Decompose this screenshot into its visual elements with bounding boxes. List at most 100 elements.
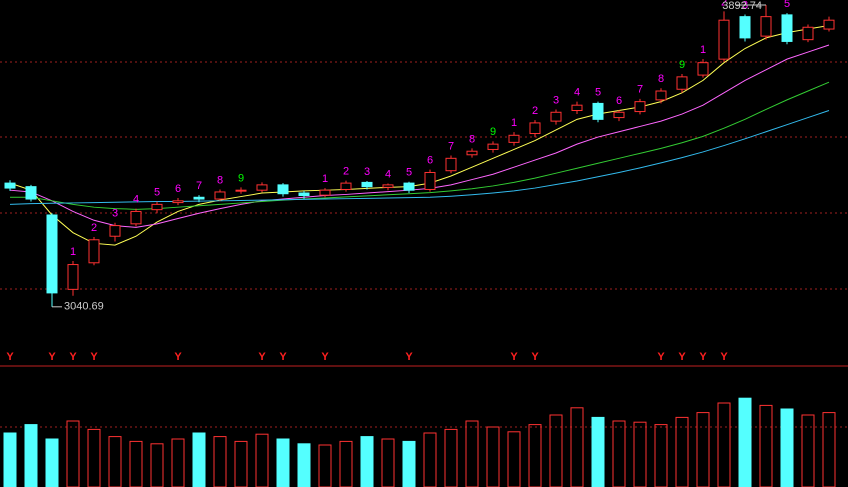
candle-body [256, 184, 268, 191]
volume-bar [360, 436, 374, 487]
candle-body [739, 16, 751, 39]
candle-body [403, 182, 415, 191]
volume-bar [171, 438, 185, 487]
volume-bar [318, 444, 332, 487]
candle-body [445, 157, 457, 172]
candle-body [697, 62, 709, 76]
volume-bar [696, 412, 710, 487]
volume-bar [255, 433, 269, 487]
td-count-label: 4 [574, 87, 580, 99]
volume-bar [465, 420, 479, 487]
volume-bar [3, 432, 17, 487]
candle-body [382, 184, 394, 188]
volume-bar [213, 436, 227, 487]
moving-average [9, 110, 830, 205]
volume-bar [549, 414, 563, 487]
candle-body [340, 182, 352, 190]
volume-bar [738, 397, 752, 487]
volume-bar [192, 432, 206, 487]
td-count-label: 9 [490, 126, 496, 138]
candle-body [361, 181, 373, 188]
volume-bar [633, 421, 647, 487]
moving-average [10, 81, 830, 210]
volume-bar [717, 402, 731, 487]
volume-bar [381, 438, 395, 487]
td-count-label: 3 [112, 208, 118, 220]
td-count-label: 2 [532, 105, 538, 117]
volume-bar [528, 424, 542, 487]
volume-bar [108, 436, 122, 487]
candle-body [760, 16, 772, 37]
candle-body [67, 264, 79, 290]
candle-body [151, 203, 163, 211]
td-count-label: 4 [385, 168, 391, 180]
candle-body [802, 26, 814, 41]
candle-body [214, 191, 226, 200]
volume-bar [66, 420, 80, 487]
signal-mark: Y [405, 351, 413, 363]
moving-average [9, 25, 830, 246]
td-count-label: 6 [616, 95, 622, 107]
td-count-label: 5 [406, 167, 412, 179]
td-count-label: 9 [238, 172, 244, 184]
td-count-label: 3 [742, 0, 748, 11]
td-count-label: 2 [721, 0, 727, 8]
candle-body [466, 150, 478, 156]
candle-body [634, 101, 646, 113]
td-count-label: 8 [658, 73, 664, 85]
volume-bar [654, 424, 668, 487]
signal-mark: Y [69, 351, 77, 363]
td-count-label: 7 [448, 140, 454, 152]
td-count-label: 8 [469, 133, 475, 145]
td-count-label: 8 [217, 174, 223, 186]
td-count-label: 3 [364, 166, 370, 178]
candle-body [529, 122, 541, 135]
volume-bar [612, 420, 626, 487]
candle-body [277, 184, 289, 195]
signal-mark: Y [279, 351, 287, 363]
td-count-label: 7 [637, 84, 643, 96]
volume-bar [297, 443, 311, 487]
td-count-label: 6 [175, 183, 181, 195]
low-price-label: 3040.69 [64, 301, 104, 313]
volume-bar [801, 414, 815, 487]
candle-body [193, 196, 205, 200]
candle-body [235, 189, 247, 192]
candle-body [550, 111, 562, 122]
signal-mark: Y [321, 351, 329, 363]
candle-body [25, 186, 37, 200]
volume-bar [591, 416, 605, 487]
candle-body [88, 239, 100, 264]
volume-bar [822, 412, 836, 487]
signal-mark: Y [90, 351, 98, 363]
signal-mark: Y [48, 351, 56, 363]
candle-body [676, 76, 688, 90]
td-count-label: 1 [700, 44, 706, 56]
signal-mark: Y [174, 351, 182, 363]
td-count-label: 1 [511, 117, 517, 129]
candle-body [109, 225, 121, 237]
td-count-label: 7 [196, 180, 202, 192]
candle-body [130, 210, 142, 225]
candle-body [424, 171, 436, 190]
signal-mark: Y [6, 351, 14, 363]
volume-bar [45, 438, 59, 487]
td-count-label: 1 [70, 246, 76, 258]
candle-body [592, 102, 604, 120]
candle-body [571, 104, 583, 111]
candle-body [172, 200, 184, 204]
candle-body [613, 111, 625, 119]
signal-mark: Y [531, 351, 539, 363]
td-count-label: 3 [553, 94, 559, 106]
td-count-label: 2 [91, 222, 97, 234]
td-count-label: 5 [154, 186, 160, 198]
candle-body [487, 143, 499, 150]
signal-mark: Y [678, 351, 686, 363]
candle-body [655, 90, 667, 101]
td-count-label: 1 [322, 173, 328, 185]
candle-body [823, 19, 835, 30]
volume-bar [402, 440, 416, 487]
td-count-label: 9 [679, 59, 685, 71]
moving-average [9, 44, 830, 228]
